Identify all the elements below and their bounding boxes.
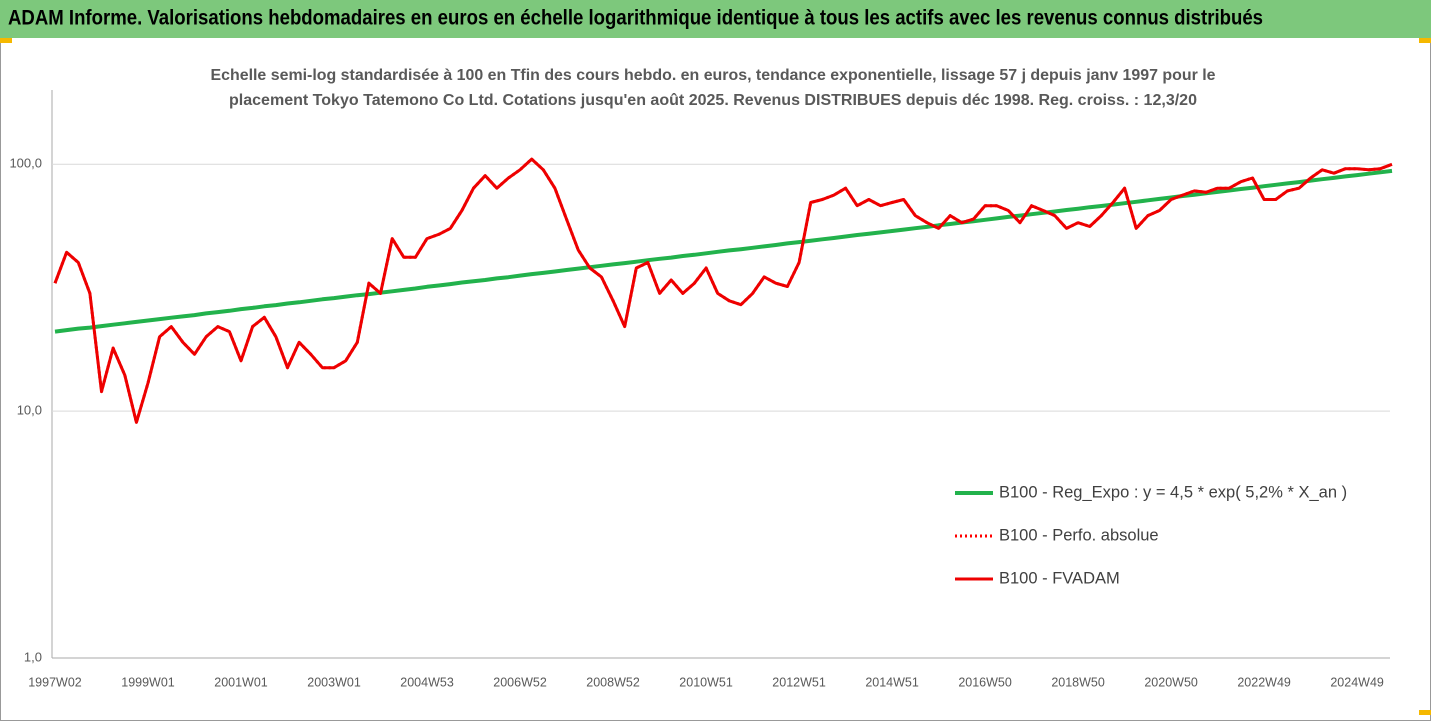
x-tick-label: 2014W51 bbox=[865, 675, 919, 689]
x-tick-label: 2020W50 bbox=[1144, 675, 1198, 689]
x-tick-label: 2004W53 bbox=[400, 675, 454, 689]
x-tick-label: 2010W51 bbox=[679, 675, 733, 689]
x-tick-label: 2003W01 bbox=[307, 675, 361, 689]
legend-label: B100 - Perfo. absolue bbox=[999, 526, 1159, 544]
x-tick-label: 2012W51 bbox=[772, 675, 826, 689]
header-bar bbox=[0, 0, 1431, 38]
x-tick-label: 2006W52 bbox=[493, 675, 547, 689]
series-line bbox=[53, 157, 1393, 424]
x-tick-label: 2008W52 bbox=[586, 675, 640, 689]
x-tick-label: 1997W02 bbox=[28, 675, 82, 689]
x-tick-label: 2018W50 bbox=[1051, 675, 1105, 689]
chart-subtitle: Echelle semi-log standardisée à 100 en T… bbox=[211, 67, 1216, 84]
y-tick-label: 100,0 bbox=[9, 156, 42, 171]
legend-label: B100 - FVADAM bbox=[999, 569, 1120, 587]
series-line bbox=[54, 168, 1393, 334]
x-tick-label: 2016W50 bbox=[958, 675, 1012, 689]
y-tick-label: 10,0 bbox=[17, 403, 42, 418]
x-tick-label: 2022W49 bbox=[1237, 675, 1291, 689]
chart-subtitle: placement Tokyo Tatemono Co Ltd. Cotatio… bbox=[229, 92, 1197, 109]
x-tick-label: 2001W01 bbox=[214, 675, 268, 689]
corner bbox=[1419, 38, 1431, 43]
header-title: ADAM Informe. Valorisations hebdomadaire… bbox=[8, 7, 1263, 30]
x-tick-label: 1999W01 bbox=[121, 675, 175, 689]
corner bbox=[1419, 710, 1431, 715]
x-tick-label: 2024W49 bbox=[1330, 675, 1384, 689]
y-tick-label: 1,0 bbox=[24, 649, 42, 664]
corner bbox=[0, 38, 12, 43]
legend-label: B100 - Reg_Expo : y = 4,5 * exp( 5,2% * … bbox=[999, 483, 1347, 501]
